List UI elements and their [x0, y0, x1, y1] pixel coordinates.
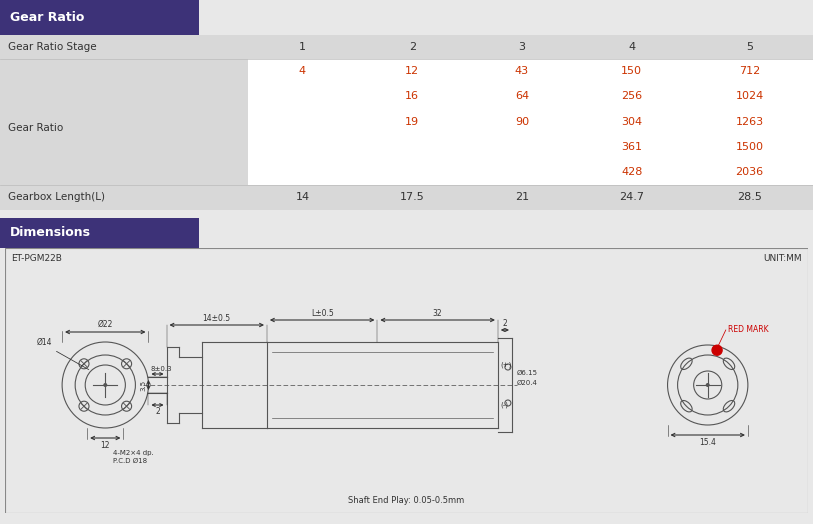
Text: 712: 712 [739, 66, 760, 76]
Text: 15.4: 15.4 [699, 438, 716, 447]
Text: 2: 2 [155, 407, 160, 416]
Text: 4-M2×4 dp.: 4-M2×4 dp. [113, 450, 154, 456]
Text: 16: 16 [405, 91, 420, 102]
FancyBboxPatch shape [248, 59, 813, 184]
Text: 12: 12 [101, 441, 110, 450]
Text: 4: 4 [628, 42, 635, 52]
FancyBboxPatch shape [0, 35, 813, 59]
Text: Ø14: Ø14 [37, 338, 52, 347]
Text: 3.5: 3.5 [141, 379, 146, 390]
Text: P.C.D Ø18: P.C.D Ø18 [113, 458, 147, 464]
Text: 256: 256 [621, 91, 642, 102]
Text: 19: 19 [405, 117, 420, 127]
Text: 304: 304 [621, 117, 642, 127]
Circle shape [103, 383, 107, 387]
Text: 43: 43 [515, 66, 529, 76]
FancyBboxPatch shape [0, 59, 248, 210]
Text: 2036: 2036 [736, 167, 763, 177]
Text: Gear Ratio: Gear Ratio [8, 123, 63, 133]
Text: UNIT:MM: UNIT:MM [763, 254, 802, 263]
FancyBboxPatch shape [0, 0, 199, 35]
Text: 4: 4 [299, 66, 306, 76]
Text: 24.7: 24.7 [620, 192, 644, 202]
Text: (-): (-) [500, 402, 508, 408]
Text: 1500: 1500 [736, 142, 763, 152]
Text: 32: 32 [433, 309, 442, 318]
Circle shape [706, 383, 710, 387]
Text: 428: 428 [621, 167, 642, 177]
Text: (+): (+) [500, 362, 511, 368]
Text: 1: 1 [299, 42, 306, 52]
Text: 150: 150 [621, 66, 642, 76]
Text: 8±0.3: 8±0.3 [150, 366, 172, 372]
Text: 14±0.5: 14±0.5 [202, 314, 231, 323]
Text: 28.5: 28.5 [737, 192, 762, 202]
Text: 14: 14 [295, 192, 310, 202]
Text: Dimensions: Dimensions [10, 226, 91, 239]
Text: Ø22: Ø22 [98, 320, 113, 329]
Text: 21: 21 [515, 192, 529, 202]
Text: RED MARK: RED MARK [728, 325, 768, 334]
Circle shape [712, 345, 722, 355]
Text: Gearbox Length(L): Gearbox Length(L) [8, 192, 105, 202]
Text: L±0.5: L±0.5 [311, 309, 333, 318]
Text: 3: 3 [519, 42, 525, 52]
Text: ET-PGM22B: ET-PGM22B [11, 254, 62, 263]
Text: 1263: 1263 [736, 117, 763, 127]
Text: 17.5: 17.5 [400, 192, 424, 202]
Text: 64: 64 [515, 91, 529, 102]
Text: 90: 90 [515, 117, 529, 127]
Text: 2: 2 [502, 319, 507, 328]
Text: 12: 12 [405, 66, 420, 76]
Text: Shaft End Play: 0.05-0.5mm: Shaft End Play: 0.05-0.5mm [349, 496, 464, 505]
Text: 361: 361 [621, 142, 642, 152]
Text: 1024: 1024 [736, 91, 763, 102]
Text: 5: 5 [746, 42, 753, 52]
Text: 2: 2 [409, 42, 415, 52]
Text: Ø20.4: Ø20.4 [517, 380, 538, 386]
FancyBboxPatch shape [0, 184, 813, 210]
Text: Ø6.15: Ø6.15 [517, 370, 538, 376]
FancyBboxPatch shape [0, 218, 199, 248]
Text: Gear Ratio Stage: Gear Ratio Stage [8, 42, 97, 52]
Text: Gear Ratio: Gear Ratio [10, 11, 84, 24]
